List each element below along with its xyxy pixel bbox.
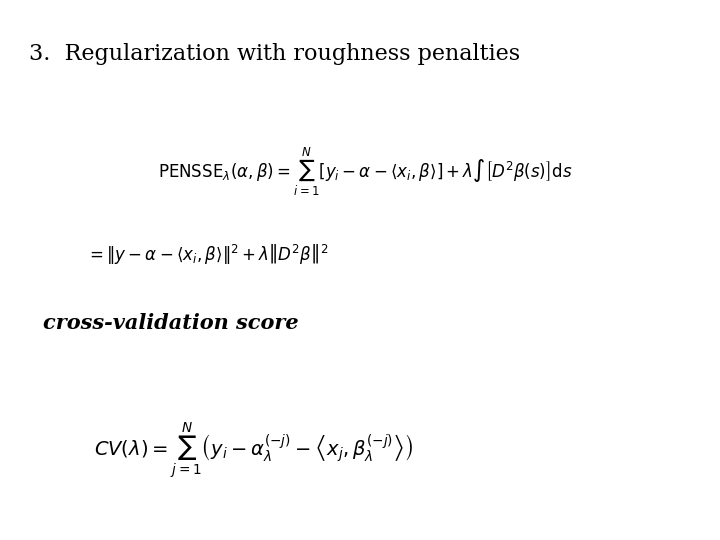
Text: $CV(\lambda)=\sum_{j=1}^{N}\left(y_i - \alpha_{\lambda}^{(-j)} - \left\langle x_: $CV(\lambda)=\sum_{j=1}^{N}\left(y_i - \…: [94, 421, 413, 481]
Text: 3.  Regularization with roughness penalties: 3. Regularization with roughness penalti…: [29, 43, 520, 65]
Text: $\mathrm{PENSSE}_{\lambda}(\alpha,\beta)=\sum_{i=1}^{N}\left[y_i - \alpha - \lan: $\mathrm{PENSSE}_{\lambda}(\alpha,\beta)…: [158, 146, 572, 198]
Text: $= \left\|y - \alpha - \langle x_i,\beta\rangle\right\|^2 + \lambda\left\|D^2\be: $= \left\|y - \alpha - \langle x_i,\beta…: [86, 243, 328, 267]
Text: cross-validation score: cross-validation score: [43, 313, 299, 333]
